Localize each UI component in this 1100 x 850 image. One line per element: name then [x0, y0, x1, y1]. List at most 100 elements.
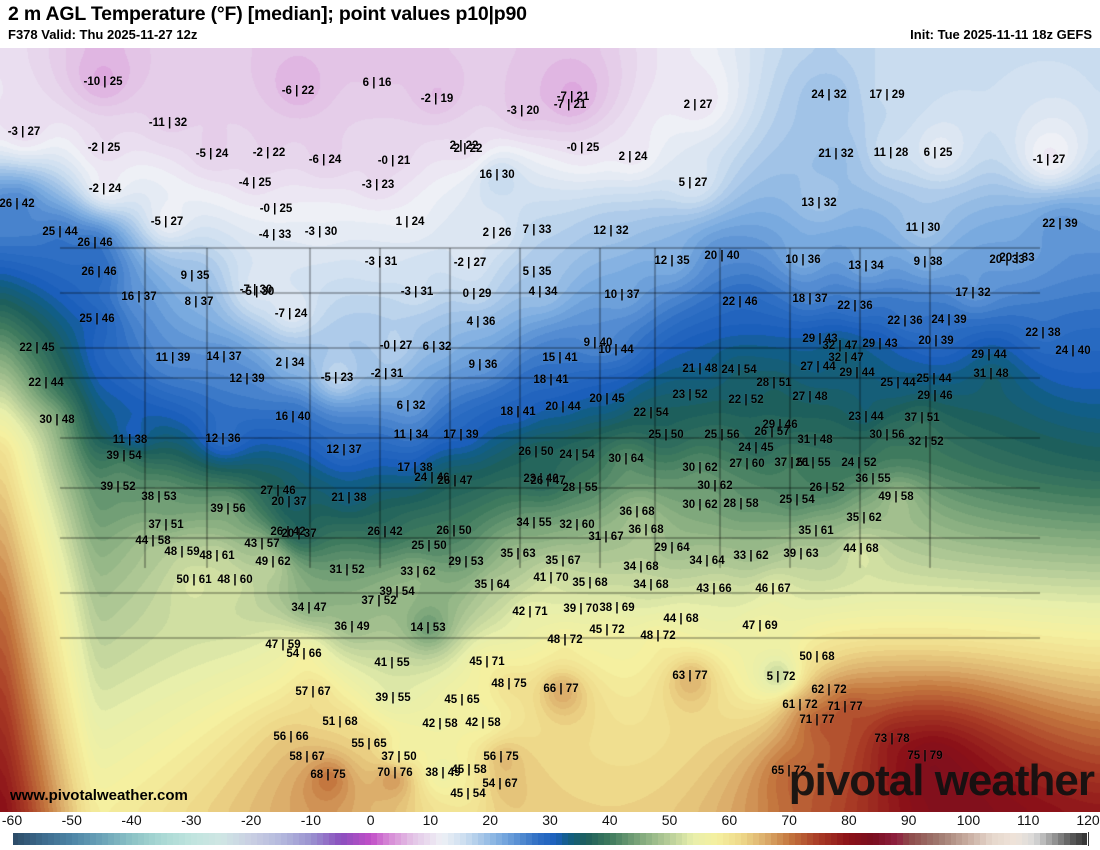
colorbar-swatch	[376, 832, 384, 846]
point-value-label: 29 | 43	[862, 338, 898, 350]
colorbar-swatch	[508, 832, 515, 846]
colorbar-swatch	[71, 832, 79, 846]
map-viewport[interactable]: -10 | 25 -6 | 22 6 | 16 -2 | 19 -3 | 20 -7 | …	[0, 48, 1100, 812]
point-value-label: -2 | 22	[252, 147, 286, 159]
colorbar-swatch	[316, 832, 324, 846]
header-bar: 2 m AGL Temperature (°F) [median]; point…	[0, 0, 1100, 48]
point-value-label: 34 | 47	[291, 602, 327, 614]
point-value-label: 25 | 44	[42, 226, 78, 238]
colorbar-swatch	[197, 832, 204, 846]
brand-watermark: pivotal weather	[788, 756, 1095, 805]
colorbar-swatch	[621, 832, 629, 846]
colorbar-swatch	[1022, 832, 1029, 846]
point-value-label: 24 | 54	[559, 449, 595, 461]
point-value-label: -3 | 27	[7, 126, 41, 138]
colorbar-swatch	[1034, 832, 1041, 846]
point-value-label: 8 | 37	[184, 296, 214, 308]
point-value-label: 32 | 47	[828, 352, 864, 364]
point-value-label: 45 | 71	[469, 656, 505, 668]
colorbar-swatch	[370, 832, 378, 846]
point-value-label: -2 | 25	[87, 142, 121, 154]
point-value-label: 25 | 50	[648, 429, 684, 441]
point-value-label: 26 | 42	[270, 526, 306, 538]
point-value-label: 34 | 68	[623, 561, 659, 573]
colorbar-swatch	[203, 832, 210, 846]
point-value-label: 2 | 24	[618, 151, 648, 163]
point-value-label: -7 | 21	[556, 91, 590, 103]
colorbar-swatch	[765, 832, 772, 846]
point-value-label: 24 | 40	[1055, 345, 1091, 357]
colorbar-swatch	[251, 832, 258, 846]
colorbar-swatch	[41, 832, 49, 846]
colorbar-swatch	[675, 832, 683, 846]
point-value-label: -3 | 31	[400, 286, 434, 298]
colorbar-tick: 50	[661, 812, 678, 828]
point-value-label: 24 | 46	[414, 472, 450, 484]
point-value-label: 20 | 37	[271, 496, 307, 508]
point-value-label: -5 | 27	[150, 216, 184, 228]
point-value-label: 20 | 44	[545, 401, 581, 413]
point-value-label: 42 | 58	[465, 717, 501, 729]
point-value-label: 21 | 38	[331, 492, 367, 504]
point-value-label: 58 | 67	[289, 751, 325, 763]
colorbar-swatch	[938, 832, 946, 846]
colorbar-swatch	[1064, 832, 1071, 846]
colorbar-swatch	[783, 832, 790, 846]
point-value-label: 39 | 70	[563, 603, 599, 615]
point-value-label: 24 | 52	[841, 457, 877, 469]
point-value-label: 35 | 61	[798, 525, 834, 537]
init-time-label: Init: Tue 2025-11-11 18z GEFS	[910, 27, 1092, 42]
point-value-label: 48 | 59	[164, 546, 200, 558]
point-value-label: 26 | 57	[754, 426, 790, 438]
site-url-watermark: www.pivotalweather.com	[10, 787, 188, 804]
colorbar-swatch	[1028, 832, 1035, 846]
point-value-label: 45 | 65	[444, 694, 480, 706]
point-value-label: 39 | 52	[100, 481, 136, 493]
colorbar-tick: 10	[422, 812, 439, 828]
colorbar-swatch	[209, 832, 216, 846]
colorbar-swatch	[472, 832, 479, 846]
point-value-label: 27 | 44	[800, 361, 836, 373]
colorbar-swatch	[430, 832, 437, 846]
point-value-label: 9 | 40	[583, 337, 613, 349]
point-value-label: 38 | 69	[599, 602, 635, 614]
point-value-label: 21 | 32	[818, 148, 854, 160]
colorbar-swatch	[239, 832, 246, 846]
colorbar-swatch	[179, 832, 186, 846]
point-value-label: 62 | 72	[811, 684, 847, 696]
colorbar-swatch	[705, 832, 712, 846]
point-value-label: 47 | 69	[742, 620, 778, 632]
colorbar-swatch	[627, 832, 635, 846]
point-value-label: 9 | 38	[913, 256, 943, 268]
point-value-label: 37 | 52	[361, 595, 397, 607]
point-value-label: 50 | 68	[799, 651, 835, 663]
colorbar-swatch	[561, 832, 569, 846]
point-value-label: 6 | 32	[396, 400, 426, 412]
colorbar-swatch	[651, 832, 659, 846]
colorbar-swatch	[615, 832, 623, 846]
point-value-label: 22 | 46	[722, 296, 758, 308]
point-value-label: 37 | 51	[148, 519, 184, 531]
colorbar-swatch	[113, 832, 121, 846]
colorbar-tick: -50	[61, 812, 82, 828]
point-value-label: 22 | 36	[837, 300, 873, 312]
colorbar-swatch	[17, 832, 25, 846]
point-value-label: 29 | 53	[448, 556, 484, 568]
colorbar-tick: 0	[366, 812, 375, 828]
point-value-label: 30 | 62	[682, 499, 718, 511]
point-value-label: 47 | 59	[265, 639, 301, 651]
colorbar-swatch	[298, 832, 306, 846]
point-value-label: 36 | 55	[855, 473, 891, 485]
point-value-label: 11 | 39	[155, 352, 191, 364]
point-value-label: -1 | 27	[1032, 154, 1066, 166]
colorbar-swatch	[454, 832, 461, 846]
point-value-label: 26 | 42	[367, 526, 403, 538]
point-value-label: 48 | 61	[199, 550, 235, 562]
point-value-label: 41 | 70	[533, 572, 569, 584]
colorbar-swatch	[12, 832, 19, 846]
point-value-label: 26 | 42	[0, 198, 35, 210]
colorbar-swatch	[795, 832, 802, 846]
colorbar-swatch	[986, 832, 993, 846]
colorbar-swatch	[830, 832, 838, 846]
point-value-label: 23 | 46	[523, 473, 559, 485]
